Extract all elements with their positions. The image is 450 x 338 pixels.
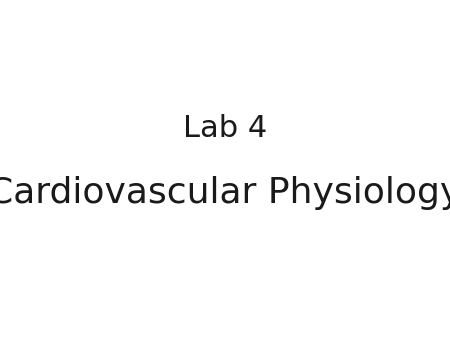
Text: Cardiovascular Physiology: Cardiovascular Physiology	[0, 176, 450, 210]
Text: Lab 4: Lab 4	[183, 114, 267, 143]
